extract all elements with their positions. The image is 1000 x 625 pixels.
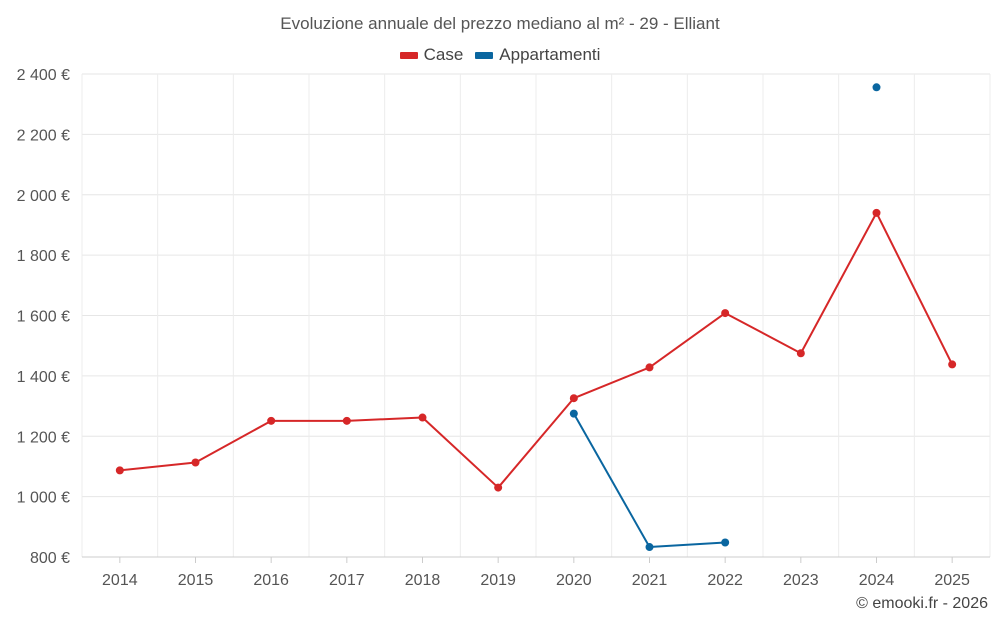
x-tick-label: 2016: [253, 572, 289, 589]
x-tick-label: 2022: [707, 572, 743, 589]
legend-item-appartamenti[interactable]: Appartamenti: [475, 45, 600, 65]
data-point-appartamenti: [645, 543, 654, 552]
data-point-case: [872, 208, 881, 217]
data-point-case: [115, 466, 124, 475]
data-point-appartamenti: [872, 83, 881, 92]
legend-swatch-appartamenti: [475, 51, 494, 59]
x-tick-label: 2024: [859, 572, 895, 589]
legend-label-appartamenti: Appartamenti: [499, 45, 601, 64]
series-line-appartamenti: [572, 413, 726, 549]
x-tick-label: 2017: [329, 572, 365, 589]
data-point-case: [948, 360, 957, 369]
x-tick-label: 2019: [480, 572, 516, 589]
data-point-case: [191, 458, 200, 467]
x-tick-label: 2021: [632, 572, 668, 589]
data-point-case: [569, 394, 578, 403]
chart-legend: Case Appartamenti: [0, 45, 1000, 65]
data-point-case: [267, 416, 276, 425]
x-tick-label: 2018: [405, 572, 441, 589]
data-point-case: [418, 413, 427, 422]
y-tick-label: 2 200 €: [17, 127, 70, 144]
data-point-case: [645, 363, 654, 372]
x-tick-label: 2014: [102, 572, 138, 589]
data-point-case: [494, 483, 503, 492]
x-tick-label: 2020: [556, 572, 592, 589]
y-tick-label: 1 800 €: [17, 248, 70, 265]
x-tick-label: 2015: [178, 572, 214, 589]
y-tick-label: 1 200 €: [17, 429, 70, 446]
data-point-appartamenti: [569, 409, 578, 418]
x-tick-label: 2023: [783, 572, 819, 589]
y-tick-label: 800 €: [30, 550, 70, 567]
data-point-case: [721, 309, 730, 318]
y-tick-label: 2 000 €: [17, 188, 70, 205]
legend-item-case[interactable]: Case: [399, 45, 464, 65]
chart-title: Evoluzione annuale del prezzo mediano al…: [280, 14, 720, 33]
y-tick-label: 2 400 €: [17, 67, 70, 84]
data-point-case: [342, 416, 351, 425]
x-tick-label: 2025: [934, 572, 970, 589]
data-point-appartamenti: [721, 538, 730, 547]
legend-swatch-case: [399, 51, 418, 59]
data-point-case: [796, 349, 805, 358]
y-tick-label: 1 600 €: [17, 309, 70, 326]
series-line-case: [119, 211, 954, 489]
credit-text: © emooki.fr - 2026: [856, 595, 988, 612]
y-tick-label: 1 000 €: [17, 490, 70, 507]
y-tick-label: 1 400 €: [17, 369, 70, 386]
legend-label-case: Case: [423, 45, 464, 64]
